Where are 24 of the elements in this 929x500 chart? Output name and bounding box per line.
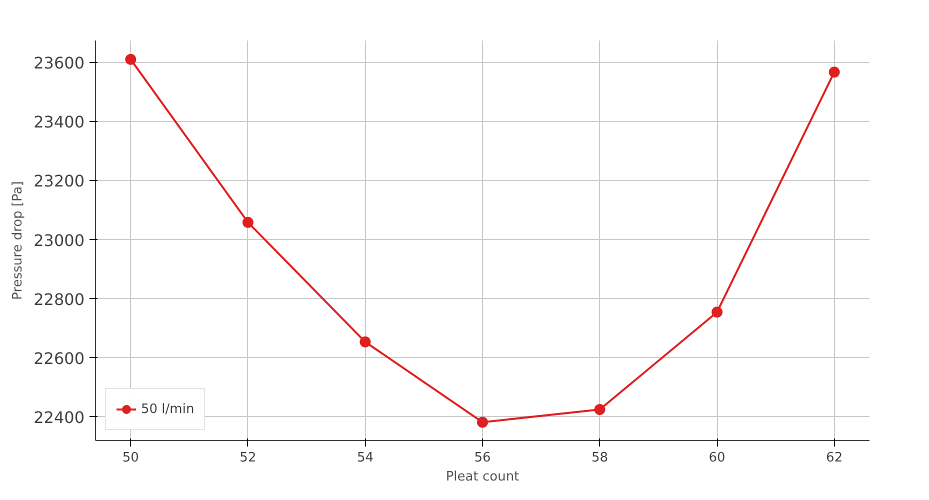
y-tick-label: 22800 <box>34 290 85 309</box>
x-tick-label: 56 <box>474 450 491 466</box>
point <box>712 306 723 318</box>
point <box>360 336 371 348</box>
x-axis-title: Pleat count <box>446 470 520 484</box>
y-tick-label: 23000 <box>34 230 85 250</box>
x-tick-label: 50 <box>122 450 139 466</box>
y-tick-label: 22400 <box>34 408 85 427</box>
y-axis-title: Pressure drop [Pa] <box>10 181 26 300</box>
point <box>594 404 606 415</box>
x-tick-label: 60 <box>708 450 726 466</box>
y-tick-label: 23600 <box>34 54 85 73</box>
y-tick-label: 22600 <box>34 348 85 368</box>
y-tick-label: 23200 <box>34 172 85 191</box>
x-tick-label: 62 <box>826 450 843 466</box>
point <box>477 416 488 428</box>
legend-label: 50 l/min <box>141 402 194 416</box>
y-tick-label: 23400 <box>34 112 85 132</box>
point <box>828 66 840 78</box>
x-tick-label: 58 <box>592 450 608 466</box>
x-tick-label: 54 <box>356 450 374 466</box>
x-tick-label: 52 <box>240 450 256 466</box>
point <box>125 54 136 65</box>
point <box>242 216 254 228</box>
